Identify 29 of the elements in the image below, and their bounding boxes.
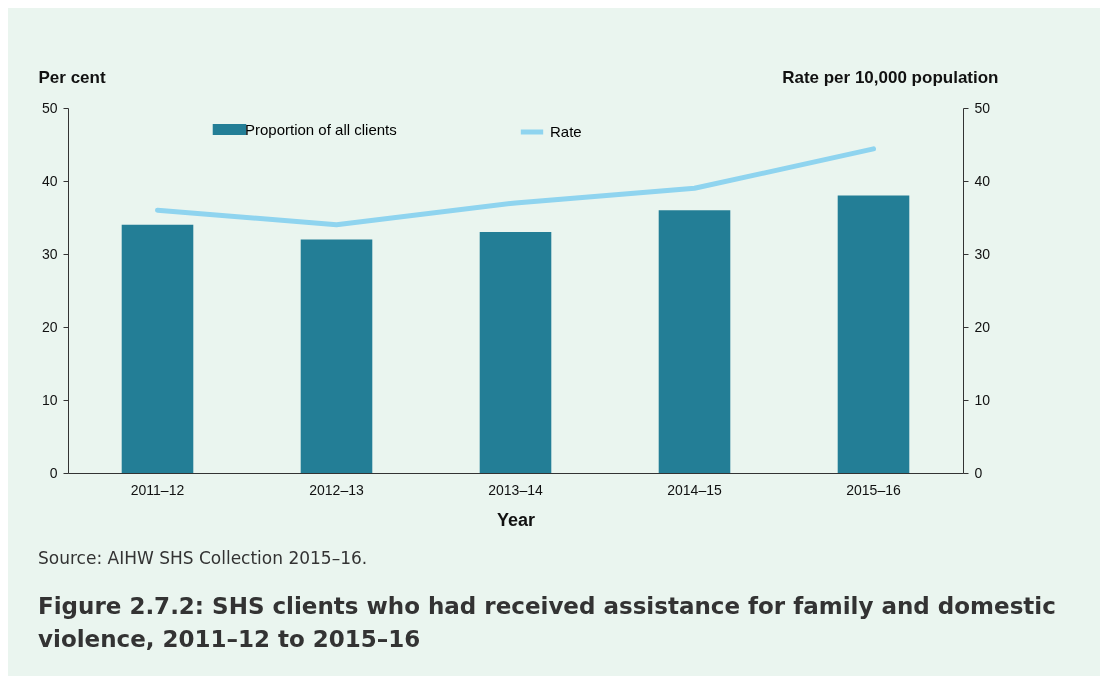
y-tick-label: 20 <box>41 318 58 335</box>
y-tick-label: 30 <box>41 245 58 262</box>
x-tick-label: 2015–16 <box>846 481 901 498</box>
y2-axis-title: Rate per 10,000 population <box>782 67 999 87</box>
y2-tick-label: 30 <box>974 245 991 262</box>
x-tick-label: 2012–13 <box>309 481 364 498</box>
y-tick-label: 0 <box>49 464 58 481</box>
legend-label: Proportion of all clients <box>245 120 397 138</box>
y2-tick-label: 40 <box>974 172 991 189</box>
y-axis-title: Per cent <box>38 67 106 87</box>
y2-tick-label: 10 <box>974 391 991 408</box>
y-tick-label: 50 <box>41 99 58 116</box>
x-tick-label: 2011–12 <box>130 481 185 498</box>
x-axis-title: Year <box>496 509 536 530</box>
y2-tick-label: 0 <box>974 464 983 481</box>
x-tick-label: 2014–15 <box>667 481 722 498</box>
y2-tick-label: 20 <box>974 318 991 335</box>
bar <box>479 232 552 473</box>
y-tick-label: 10 <box>41 391 58 408</box>
y2-tick-label: 50 <box>974 99 991 116</box>
x-tick-label: 2013–14 <box>488 481 543 498</box>
y-tick-label: 40 <box>41 172 58 189</box>
bar <box>837 195 910 473</box>
bar <box>300 239 373 473</box>
bar <box>121 224 194 473</box>
text: Figure 2.7.2: SHS clients who had received assistance for family and domestic violence, 2011–12 to 2015–16 <box>38 592 1057 654</box>
legend-label: Rate <box>550 123 582 140</box>
bar <box>658 210 731 473</box>
source-note: Source: AIHW SHS Collection 2015–16. <box>38 548 368 568</box>
